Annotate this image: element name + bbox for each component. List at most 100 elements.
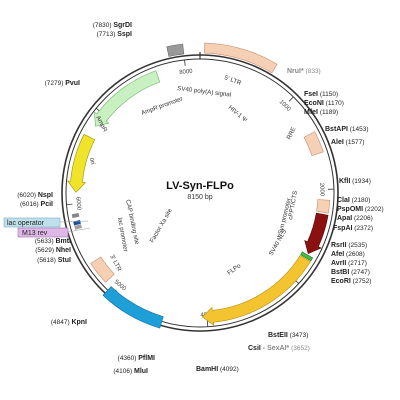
site-text: RsrII (2535) [331,242,367,249]
restriction-sites: (7830) SgrDI (7713) SspI (7279) PvuI NruI* … [17,22,383,375]
site-nrui[interactable]: NruI* (833) [287,68,321,75]
site-text: FspAI (2372) [333,225,373,232]
site-pflmi[interactable]: (4360) PflMI [118,355,155,362]
feature-rre[interactable] [303,131,324,157]
site-text: (5629) NheI [35,247,71,254]
site-kpni[interactable]: (4847) KpnI [51,319,87,326]
feature-ori[interactable] [66,133,96,193]
callout-box-lac-operator [3,217,61,228]
site-pcii[interactable]: (6016) PciI [20,201,53,208]
site-mlui[interactable]: (4106) MluI [113,368,148,375]
feature-cppt[interactable] [316,199,331,214]
site-text: BstBI (2747) [331,269,370,276]
site-text: (6020) NspI [17,192,53,199]
site-bamhi[interactable]: BamHI (4092) [196,366,239,373]
site-avrii[interactable]: AvrII (2717) [331,260,367,267]
leader-m13-rev [67,227,91,233]
tick-label-1000: 1000 [278,99,292,113]
feature-label-sv40pa: SV40 poly(A) signal [177,85,232,99]
site-bstbi[interactable]: BstBI (2747) [331,269,370,276]
site-text: PspOMI (2202) [337,206,384,213]
site-fsei[interactable]: FseI (1150) [304,91,338,98]
site-afei[interactable]: AfeI (2608) [331,251,365,258]
feature-ampr[interactable] [94,70,161,127]
site-text: FseI (1150) [304,91,338,98]
feature-label-ori: ori [88,157,96,165]
site-text: AvrII (2717) [331,260,367,267]
leader-lac-operator [59,220,89,223]
site-csii[interactable]: CsiI - SexAI* (3652) [248,345,310,352]
feature-wpre[interactable] [102,286,164,329]
feature-sv40pa[interactable] [166,43,185,57]
tick-1000 [288,96,294,102]
mark-lacprom [74,224,83,230]
feature-label-factor-xa: Factor Xa site [149,207,174,244]
feature-flpo[interactable] [201,254,311,326]
site-text: MfeI (1189) [304,109,338,116]
site-bmti[interactable]: (5633) BmtI [35,238,71,245]
site-text: EcoNI (1170) [304,100,344,107]
site-sspi[interactable]: (7713) SspI [97,31,132,38]
site-text: (6016) PciI [20,201,53,208]
feature-5ltr[interactable] [204,42,278,74]
site-text: ApaI (2206) [337,215,373,222]
site-text: (7830) SgrDI [93,22,132,29]
site-text: NruI* (833) [287,68,321,75]
site-econi[interactable]: EcoNI (1170) [304,100,344,107]
site-text: ClaI (2180) [337,197,370,204]
plasmid-length: 8150 bp [187,194,212,201]
site-text: (4360) PflMI [118,355,155,362]
site-bsteii[interactable]: BstEII (3473) [268,332,308,339]
feature-label-5ltr: 5' LTR [223,74,242,87]
site-text: BamHI (4092) [196,366,239,373]
site-sgrdi[interactable]: (7830) SgrDI [93,22,132,29]
site-text: (4106) MluI [113,368,148,375]
site-text: (5618) StuI [37,257,71,264]
site-pspomi[interactable]: PspOMI (2202) [337,206,384,213]
site-nspi[interactable]: (6020) NspI [17,192,53,199]
feature-label-lac-promoter: lac promoter [116,217,129,252]
site-ecori[interactable]: EcoRI (2752) [331,278,371,285]
site-nhei[interactable]: (5629) NheI [35,247,71,254]
site-text: (7279) PvuI [45,80,80,87]
site-fspai[interactable]: FspAI (2372) [333,225,373,232]
feature-label-rre: RRE [286,126,298,141]
site-clai[interactable]: ClaI (2180) [337,197,370,204]
site-kfli[interactable]: KflI (1934) [339,178,371,185]
plasmid-title: LV-Syn-FLPo [166,180,234,192]
tick-label-8000: 8000 [179,69,194,77]
site-apai[interactable]: ApaI (2206) [337,215,373,222]
callout-box-m13-rev [17,227,69,238]
site-pvui[interactable]: (7279) PvuI [45,80,80,87]
site-text: (5633) BmtI [35,238,71,245]
site-text: (7713) SspI [97,31,132,38]
site-bstapi[interactable]: BstAPI (1453) [325,126,369,133]
site-text: BstEII (3473) [268,332,308,339]
site-text: BstAPI (1453) [325,126,369,133]
site-text: CsiI - SexAI* (3652) [248,345,310,352]
tick-8000 [184,59,186,66]
site-text: AfeI (2608) [331,251,365,258]
site-text: (4847) KpnI [51,319,87,326]
site-alei[interactable]: AleI (1577) [331,139,364,146]
tick-6000 [66,203,73,206]
site-text: AleI (1577) [331,139,364,146]
feature-3ltr[interactable] [90,256,115,283]
feature-label-wpre: WPRE [162,295,181,305]
feature-hsyn[interactable] [304,212,329,255]
mark-cap [71,213,80,219]
feature-label-ampr-promoter: AmpR promoter [140,95,183,117]
feature-label-flpo: FLPo [226,262,243,277]
site-mfei[interactable]: MfeI (1189) [304,109,338,116]
tick-label-2000: 2000 [318,183,324,197]
feature-sv40nls[interactable] [300,251,314,262]
site-stui[interactable]: (5618) StuI [37,257,71,264]
tick-label-6000: 6000 [74,197,81,211]
site-rsrii[interactable]: RsrII (2535) [331,242,367,249]
feature-label-cppt: cPPT/CTS [287,190,299,220]
feature-label-hiv-psi: HIV-1 Ψ [227,104,249,124]
features [66,42,331,329]
site-text: KflI (1934) [339,178,371,185]
site-text: EcoRI (2752) [331,278,371,285]
